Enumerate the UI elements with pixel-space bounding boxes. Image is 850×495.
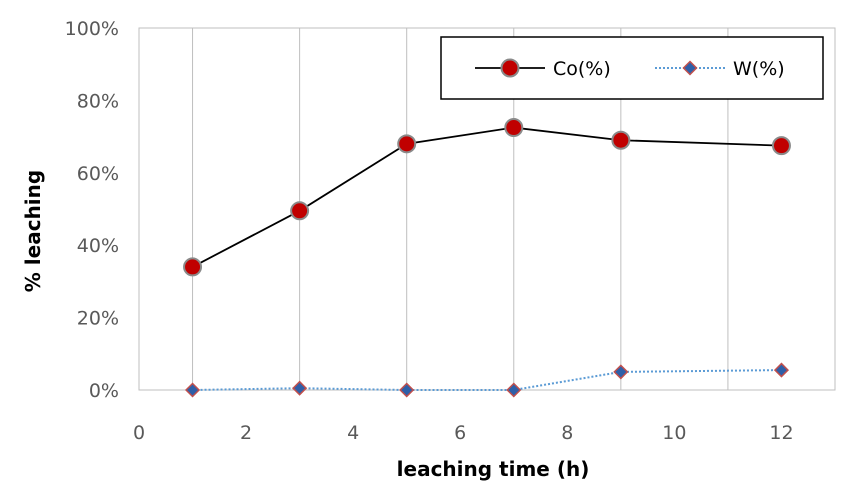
data-point-w bbox=[399, 382, 415, 398]
x-tick-label: 6 bbox=[454, 422, 466, 444]
data-point-co bbox=[183, 257, 203, 277]
x-tick-label: 12 bbox=[769, 422, 793, 444]
x-axis-ticks: 0 2 4 6 8 10 12 bbox=[133, 422, 794, 444]
series-layer bbox=[183, 118, 791, 398]
legend-item-co: Co(%) bbox=[475, 58, 611, 80]
x-tick-label: 2 bbox=[240, 422, 252, 444]
data-point-w bbox=[184, 382, 201, 398]
y-tick-label: 100% bbox=[65, 18, 119, 40]
y-tick-label: 40% bbox=[77, 235, 119, 257]
y-tick-label: 0% bbox=[89, 380, 119, 402]
legend-label-co: Co(%) bbox=[553, 58, 611, 80]
legend-label-w: W(%) bbox=[733, 58, 785, 80]
x-tick-label: 8 bbox=[561, 422, 573, 444]
y-tick-label: 60% bbox=[77, 163, 119, 185]
series-co bbox=[183, 118, 791, 277]
y-tick-label: 80% bbox=[77, 90, 119, 112]
x-axis-title: leaching time (h) bbox=[397, 457, 590, 481]
y-tick-label: 20% bbox=[77, 308, 119, 330]
x-tick-label: 0 bbox=[133, 422, 145, 444]
data-point-co bbox=[504, 118, 524, 138]
series-w bbox=[184, 362, 790, 398]
data-point-w bbox=[292, 380, 308, 396]
data-point-w bbox=[506, 382, 522, 398]
data-point-co bbox=[397, 134, 417, 154]
legend-marker-w bbox=[682, 60, 698, 76]
legend-item-w: W(%) bbox=[655, 58, 785, 80]
data-point-co bbox=[771, 136, 791, 156]
y-axis-title: % leaching bbox=[21, 170, 45, 292]
data-point-co bbox=[611, 130, 631, 150]
data-point-w bbox=[773, 362, 790, 378]
data-point-w bbox=[613, 364, 629, 380]
series-line-w bbox=[192, 369, 782, 391]
data-point-co bbox=[290, 201, 310, 221]
legend-marker-co bbox=[500, 58, 520, 78]
x-tick-label: 4 bbox=[347, 422, 359, 444]
plot-area-border bbox=[138, 27, 836, 391]
series-line-co bbox=[192, 126, 782, 268]
legend: Co(%) W(%) bbox=[440, 36, 824, 100]
y-axis-ticks: 0% 20% 40% 60% 80% 100% bbox=[65, 18, 119, 402]
x-tick-label: 10 bbox=[662, 422, 686, 444]
